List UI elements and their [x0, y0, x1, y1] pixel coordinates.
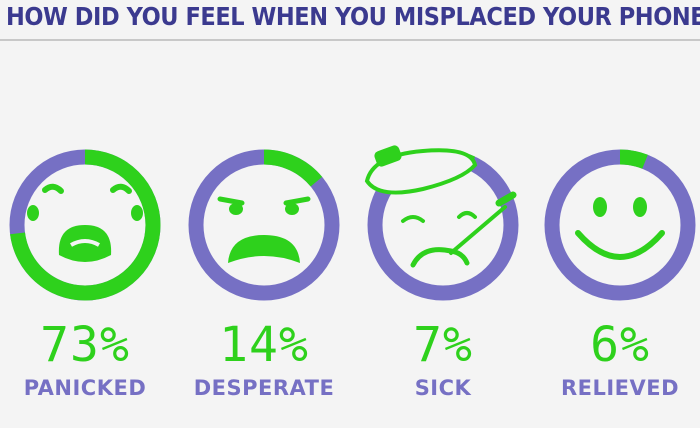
stat-value: 73%: [40, 317, 130, 373]
stat-value: 14%: [219, 317, 309, 373]
donut-desperate: [188, 149, 340, 301]
title-divider: [0, 39, 700, 41]
sick-face-icon: [364, 145, 517, 268]
ring-fill: [188, 149, 340, 301]
stat-label: RELIEVED: [560, 376, 680, 400]
stat-label: DESPERATE: [193, 376, 335, 400]
chart-title: HOW DID YOU FEEL WHEN YOU MISPLACED YOUR…: [6, 2, 700, 31]
ring-fill: [544, 149, 696, 301]
donut-relieved: [544, 149, 696, 301]
crying-face-icon: [27, 183, 143, 262]
ring-fill: [9, 149, 161, 301]
stat-value: 7%: [413, 317, 473, 373]
donut-sick: [364, 145, 519, 301]
stat-value: 6%: [590, 317, 650, 373]
stat-label: PANICKED: [23, 376, 147, 400]
donut-panicked: [9, 149, 161, 301]
stat-label: SICK: [414, 376, 472, 400]
ring-track: [544, 149, 696, 301]
smiling-face-icon: [575, 197, 665, 260]
sad-face-icon: [217, 196, 311, 263]
